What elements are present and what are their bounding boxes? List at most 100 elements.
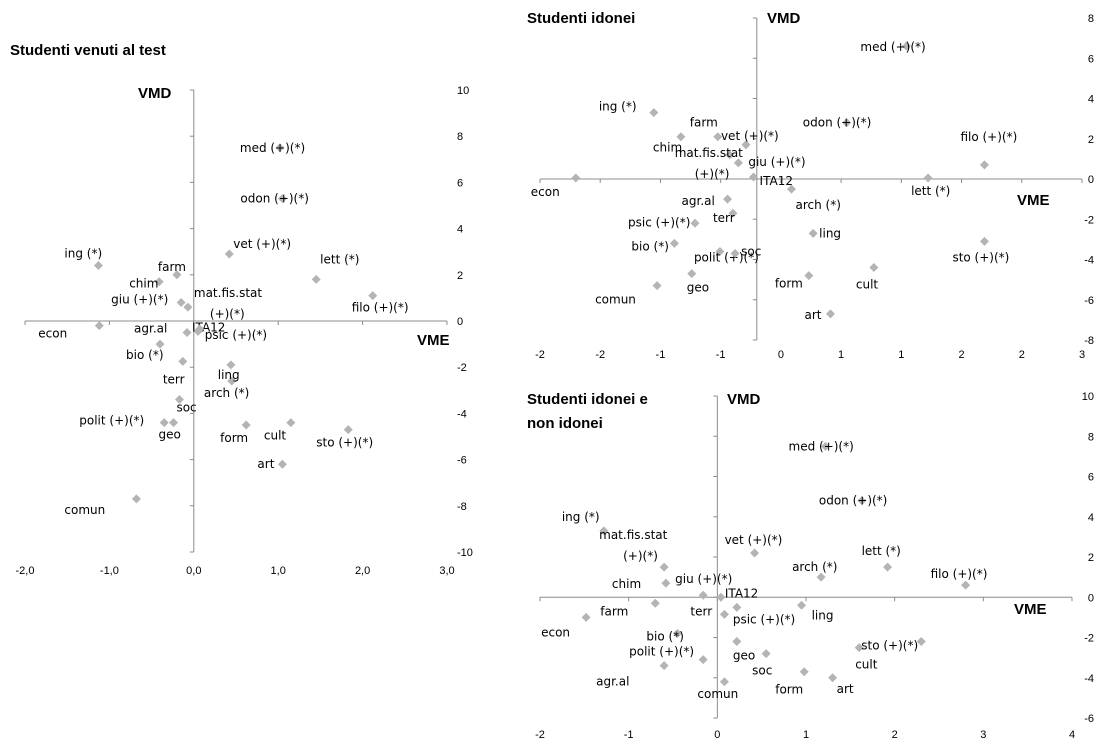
- x-tick-label: 2: [958, 349, 964, 361]
- data-point: [226, 360, 236, 370]
- data-point: [241, 420, 251, 430]
- point-label: art: [837, 682, 854, 696]
- y-tick-label: -2: [1084, 214, 1094, 226]
- data-point: [728, 208, 738, 218]
- point-label: soc: [741, 244, 761, 258]
- point-label: sto (+)(*): [316, 436, 373, 450]
- data-point: [277, 459, 287, 469]
- y-tick-label: 6: [1088, 53, 1094, 65]
- chart-title: Studenti venuti al test: [10, 42, 166, 59]
- x-tick-label: 1: [803, 729, 809, 741]
- point-label: (+)(*): [695, 167, 730, 181]
- point-label: bio (*): [631, 239, 668, 253]
- data-point: [659, 562, 669, 572]
- point-label: giu (+)(*): [111, 293, 168, 307]
- y-tick-label: 4: [1088, 94, 1094, 106]
- data-point: [901, 41, 911, 51]
- y-tick-label: -8: [1084, 335, 1094, 347]
- data-point: [690, 218, 700, 228]
- data-point: [883, 562, 893, 572]
- chart-title: non idonei: [527, 415, 603, 432]
- data-point: [687, 269, 697, 279]
- data-point: [176, 298, 186, 308]
- y-axis-name: VMD: [727, 391, 761, 408]
- data-point: [94, 321, 104, 331]
- data-point: [923, 173, 933, 183]
- data-point: [828, 673, 838, 683]
- data-point: [669, 238, 679, 248]
- x-tick-label: -2: [535, 349, 545, 361]
- y-tick-label: 10: [457, 85, 469, 97]
- point-label: mat.fis.stat: [194, 286, 262, 300]
- point-label: comun: [595, 293, 636, 307]
- data-point: [716, 592, 726, 602]
- data-point: [571, 173, 581, 183]
- point-label: art: [805, 308, 822, 322]
- point-label: ing (*): [64, 247, 102, 261]
- data-point: [719, 677, 729, 687]
- x-tick-label: -2: [535, 729, 545, 741]
- point-label: bio (*): [646, 629, 683, 643]
- y-tick-label: 2: [1088, 552, 1094, 564]
- point-label: soc: [176, 401, 196, 415]
- chart-title: Studenti idonei: [527, 10, 635, 27]
- point-label: lett (*): [862, 544, 901, 558]
- point-label: ling: [819, 226, 841, 240]
- point-label: cult: [856, 278, 879, 292]
- y-tick-label: -4: [1084, 673, 1094, 685]
- point-label: geo: [733, 649, 755, 663]
- x-axis-name: VME: [417, 332, 450, 349]
- x-tick-label: -1,0: [100, 565, 119, 577]
- point-label: farm: [690, 116, 718, 130]
- point-label: agr.al: [134, 322, 167, 336]
- point-label: arch (*): [204, 386, 249, 400]
- data-point: [131, 494, 141, 504]
- point-label: geo: [159, 428, 181, 442]
- point-label: sto (+)(*): [861, 639, 918, 653]
- point-label: filo (+)(*): [960, 130, 1017, 144]
- chart-panel-3: -2 -1 0 1 2 3 4 10 8 6 4 2 0 -2 -4 -6 Studenti idonei e n…: [527, 391, 1094, 741]
- point-label: med (+)(*): [240, 141, 305, 155]
- chart-title: Studenti idonei e: [527, 391, 648, 408]
- point-label: terr: [713, 211, 735, 225]
- data-point: [155, 339, 165, 349]
- data-point: [652, 281, 662, 291]
- y-tick-label: 10: [1082, 391, 1094, 403]
- point-label: geo: [687, 281, 709, 295]
- point-label: sto (+)(*): [952, 250, 1009, 264]
- data-point: [275, 143, 285, 153]
- y-tick-label: -4: [1084, 255, 1094, 267]
- data-point: [159, 418, 169, 428]
- point-label: psic (+)(*): [205, 328, 267, 342]
- data-point: [826, 309, 836, 319]
- data-point: [368, 291, 378, 301]
- data-point: [750, 548, 760, 558]
- point-label: filo (+)(*): [352, 301, 409, 315]
- point-label: med (+)(*): [860, 40, 925, 54]
- data-point: [182, 328, 192, 338]
- data-point: [723, 194, 733, 204]
- point-label: form: [775, 277, 803, 291]
- y-tick-label: 8: [457, 131, 463, 143]
- x-axis-name: VME: [1017, 192, 1050, 209]
- point-label: giu (+)(*): [748, 155, 805, 169]
- point-label: odon (+)(*): [803, 116, 872, 130]
- point-label: lett (*): [320, 252, 359, 266]
- point-label: econ: [541, 625, 570, 639]
- data-point: [804, 271, 814, 281]
- y-tick-label: -2: [1084, 633, 1094, 645]
- point-label: terr: [690, 604, 712, 618]
- data-point: [672, 628, 682, 638]
- point-label: mat.fis.stat: [599, 528, 667, 542]
- y-tick-label: 0: [1088, 592, 1094, 604]
- data-point: [698, 655, 708, 665]
- x-tick-label: 1,0: [271, 565, 286, 577]
- point-label: ITA12: [725, 586, 758, 600]
- data-point: [725, 150, 735, 160]
- data-point: [808, 228, 818, 238]
- point-label: psic (+)(*): [628, 215, 690, 229]
- point-label: chim: [129, 277, 158, 291]
- data-point: [816, 572, 826, 582]
- point-label: ing (*): [562, 510, 600, 524]
